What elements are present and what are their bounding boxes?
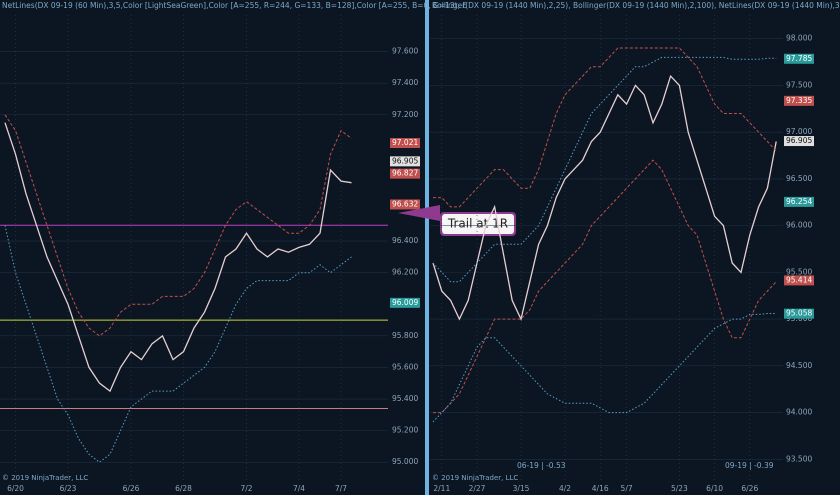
copyright: © 2019 NinjaTrader, LLC [2, 474, 88, 482]
y-tick-label: 95.500 [786, 267, 812, 276]
y-tick-label: 95.000 [392, 457, 418, 466]
x-tick-label: 5/7 [621, 484, 633, 493]
price-marker [390, 297, 420, 308]
price-marker [390, 168, 420, 179]
price-marker-label: 95.414 [786, 275, 812, 284]
price-marker-label: 97.785 [786, 54, 812, 63]
pane-divider [425, 0, 429, 495]
y-tick-label: 94.000 [786, 408, 812, 417]
x-tick-label: 7/2 [240, 484, 252, 493]
price-marker [784, 95, 814, 106]
price-marker [784, 53, 814, 64]
price-marker-label: 96.009 [392, 298, 418, 307]
annotation-inner [442, 214, 514, 234]
annotation-text: Trail at 1R [447, 217, 508, 231]
price-marker-label: 97.021 [392, 138, 418, 147]
price-marker-label: 96.905 [786, 136, 812, 145]
price-marker-label: 97.335 [786, 96, 812, 105]
x-tick-label: 6/26 [741, 484, 758, 493]
y-tick-label: 95.200 [392, 426, 418, 435]
y-tick-label: 97.200 [392, 110, 418, 119]
price-marker [784, 308, 814, 319]
y-tick-label: 96.000 [786, 221, 812, 230]
x-tick-label: 3/15 [513, 484, 530, 493]
x-tick-label: 4/16 [592, 484, 609, 493]
band-line [432, 56, 777, 283]
price-marker-label: 95.058 [786, 309, 812, 318]
y-tick-label: 96.400 [392, 236, 418, 245]
price-marker-label: 96.827 [392, 169, 418, 178]
y-tick-label: 97.500 [786, 80, 812, 89]
price-line [4, 122, 352, 393]
y-tick-label: 96.200 [392, 268, 418, 277]
x-tick-label: 6/26 [123, 484, 140, 493]
y-tick-label: 97.600 [392, 47, 418, 56]
y-tick-label: 93.500 [786, 454, 812, 463]
price-marker-label: 96.632 [392, 199, 418, 208]
y-tick-label: 95.600 [392, 362, 418, 371]
x-tick-label: 6/10 [706, 484, 723, 493]
price-marker-label: 96.905 [392, 156, 418, 165]
band-line [4, 114, 352, 337]
x-tick-label: 2/11 [433, 484, 450, 493]
band-line [433, 159, 777, 414]
x-tick-label: 6/23 [60, 484, 77, 493]
band-line [433, 47, 777, 208]
x-tick-label: 7/4 [293, 484, 305, 493]
y-tick-label: 95.400 [392, 394, 418, 403]
contract-note: 06-19 | -0.53 [517, 461, 566, 470]
price-marker [390, 138, 420, 149]
price-marker [390, 156, 420, 167]
price-marker [784, 275, 814, 286]
annotation-arrow [398, 205, 440, 221]
price-marker-label: 96.254 [786, 197, 812, 206]
pane-title: NetLines(DX 09-19 (60 Min),3,5,Color [Li… [2, 1, 467, 10]
price-marker [784, 196, 814, 207]
y-tick-label: 97.000 [786, 127, 812, 136]
price-marker [390, 199, 420, 210]
x-tick-label: 7/7 [335, 484, 347, 493]
x-tick-label: 4/2 [559, 484, 571, 493]
y-tick-label: 97.400 [392, 78, 418, 87]
x-tick-label: 2/27 [469, 484, 486, 493]
pane-title: Bollinger(DX 09-19 (1440 Min),2,25), Bol… [432, 1, 840, 10]
copyright: © 2019 NinjaTrader, LLC [432, 474, 518, 482]
price-marker [784, 136, 814, 147]
price-line [432, 74, 777, 322]
y-tick-label: 98.000 [786, 34, 812, 43]
y-tick-label: 95.800 [392, 331, 418, 340]
x-tick-label: 5/23 [671, 484, 688, 493]
x-tick-label: 6/20 [7, 484, 24, 493]
y-tick-label: 94.500 [786, 361, 812, 370]
x-tick-label: 6/28 [175, 484, 192, 493]
contract-note: 09-19 | -0.39 [725, 461, 774, 470]
y-tick-label: 96.500 [786, 174, 812, 183]
